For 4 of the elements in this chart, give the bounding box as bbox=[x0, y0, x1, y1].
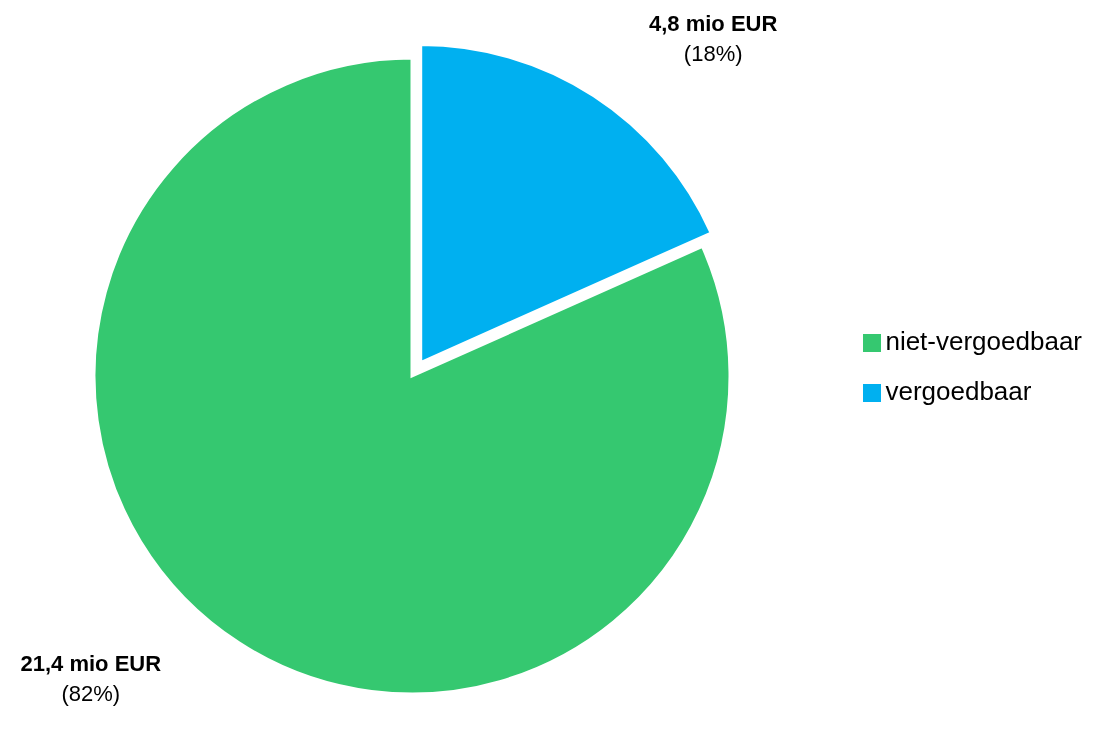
legend-label: niet-vergoedbaar bbox=[885, 325, 1082, 356]
data-label: 21,4 mio EUR (82%) bbox=[20, 651, 162, 707]
data-label: 4,8 mio EUR (18%) bbox=[649, 10, 778, 66]
legend-label: vergoedbaar bbox=[885, 375, 1032, 406]
